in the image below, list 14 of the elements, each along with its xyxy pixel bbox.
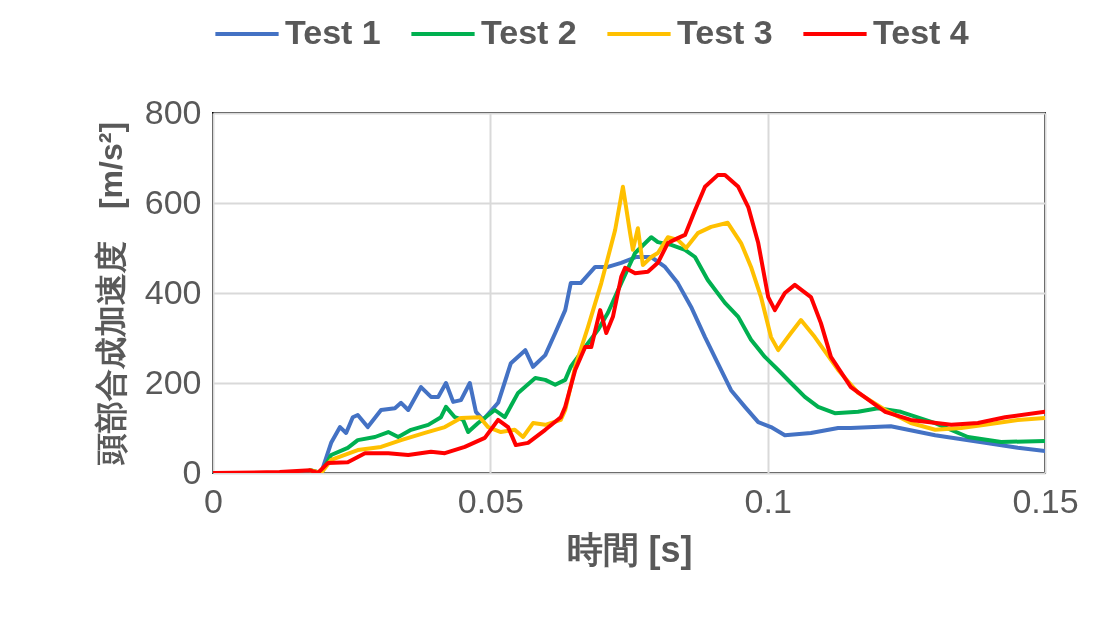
y-tick-label: 600 — [144, 182, 202, 221]
x-tick-label: 0.05 — [457, 481, 524, 520]
y-tick-label: 0 — [182, 452, 202, 491]
legend-label: Test 1 — [285, 13, 381, 51]
x-axis-title: 時間 [s] — [566, 528, 693, 570]
y-axis-title: 頭部合成加速度 [m/s²] — [92, 121, 129, 467]
y-tick-label: 800 — [144, 92, 202, 131]
legend-label: Test 2 — [481, 13, 577, 51]
y-tick-label: 200 — [144, 362, 202, 401]
legend-label: Test 3 — [677, 13, 773, 51]
legend-label: Test 4 — [873, 13, 969, 51]
x-tick-label: 0.15 — [1012, 481, 1079, 520]
x-tick-label: 0.1 — [744, 481, 792, 520]
y-tick-label: 400 — [144, 272, 202, 311]
